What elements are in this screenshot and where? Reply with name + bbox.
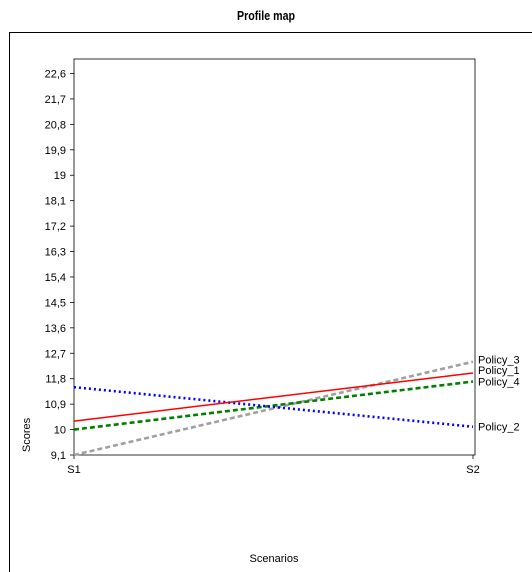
y-tick-label: 16,3: [45, 247, 66, 259]
y-tick-label: 12,7: [45, 348, 66, 360]
y-tick-label: 11,8: [45, 374, 66, 386]
y-tick-label: 13,6: [45, 323, 66, 335]
y-tick-label: 22,6: [45, 69, 66, 81]
y-tick-label: 20,8: [45, 119, 66, 131]
series-line-policy-4: [73, 380, 474, 431]
series-label: Policy_1: [478, 365, 520, 377]
series-label: Policy_4: [478, 377, 520, 389]
series-labels: Policy_1 Policy_2 Policy_3 Policy_4: [478, 355, 520, 434]
y-tick-label: 10: [54, 425, 66, 437]
y-tick-label: 10,9: [45, 399, 66, 411]
x-axis: S1 S2: [67, 455, 480, 476]
y-tick-label: 19: [54, 170, 66, 182]
y-tick-label: 19,9: [45, 145, 66, 157]
chart-title: Profile map: [236, 8, 296, 23]
series-line-policy-3: [73, 360, 474, 457]
y-tick-label: 15,4: [45, 272, 66, 284]
y-tick-label: 14,5: [45, 297, 66, 309]
series-label: Policy_2: [478, 422, 520, 434]
series-lines: [73, 360, 474, 457]
x-axis-title: Scenarios: [250, 553, 299, 565]
y-axis-title: Scores: [21, 417, 33, 452]
plot-area: [73, 58, 476, 456]
series-label: Policy_3: [478, 355, 520, 367]
y-tick-label: 18,1: [45, 196, 66, 208]
y-tick-label: 17,2: [45, 221, 66, 233]
series-line-policy-1: [73, 372, 474, 422]
x-tick-label: S1: [67, 464, 80, 476]
series-line-policy-2: [73, 385, 474, 429]
y-tick-label: 21,7: [45, 94, 66, 106]
chart-frame: [9, 32, 532, 572]
y-axis: 9,1 10 10,9 11,8 12,7 13,6 14,5 15,4 16,3 17,2 18,…: [45, 69, 74, 462]
x-tick-label: S2: [466, 464, 479, 476]
y-tick-label: 9,1: [51, 450, 66, 462]
